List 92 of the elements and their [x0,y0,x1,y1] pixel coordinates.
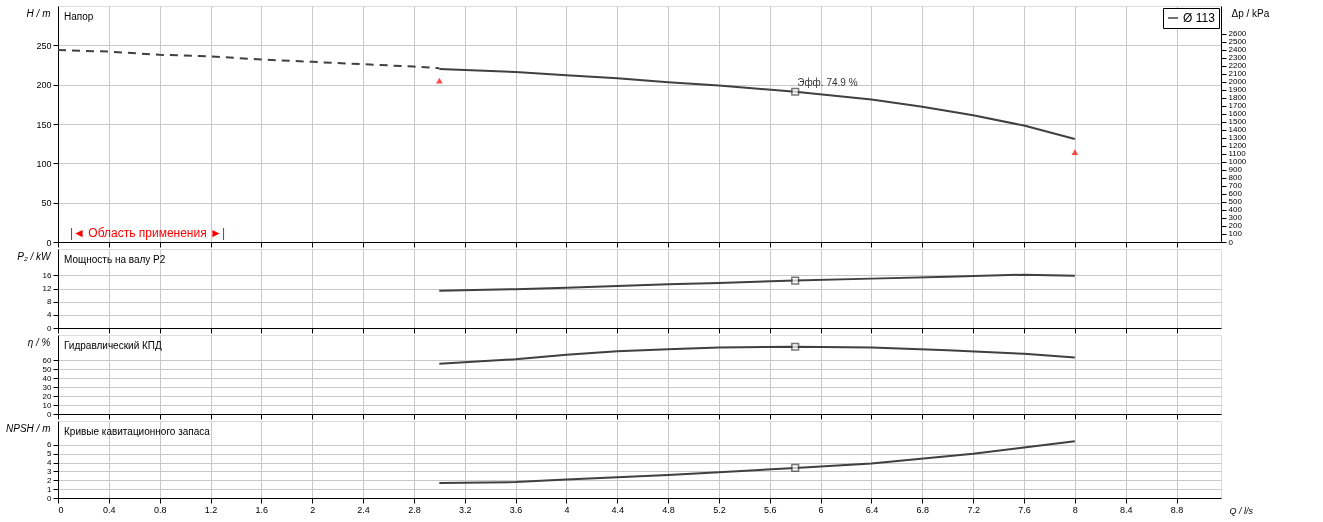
y2-tick-label: 2400 [1228,45,1247,55]
y-tick-label: 3 [47,466,53,476]
y2-tick-label: 2000 [1228,77,1247,87]
x-tick-label: 0 [58,504,64,515]
y2-tick-label: 600 [1228,189,1243,199]
y-tick-label: 30 [42,382,53,392]
y2-tick-label: 2500 [1228,37,1247,47]
y2-tick-label: 500 [1228,197,1243,207]
y-tick-label: 12 [42,284,53,293]
annotation: |◄ Область применения ►| [70,226,226,240]
y-tick-label: 0 [47,409,53,419]
y2-tick-label: 200 [1228,221,1243,231]
x-tick-label: 7.6 [1018,504,1031,515]
x-tick-label: 8.4 [1119,504,1133,515]
y2-tick-label: 1100 [1228,149,1247,159]
y2-tick-label: 900 [1228,165,1243,175]
x-tick-label: 5.6 [764,504,777,515]
y2-tick-label: 2100 [1228,69,1247,79]
x-tick-label: 0.8 [153,504,167,515]
x-tick-label: 1.6 [255,504,269,515]
y-tick-label: 60 [42,355,53,365]
y-tick-label: 250 [36,40,52,51]
line-series [438,273,1076,292]
y-tick-label: 10 [42,400,53,410]
y-tick-label: 40 [42,373,53,383]
x-tick-label: 7.2 [967,504,980,515]
x-tick-label: 6.8 [916,504,930,515]
y-tick-label: 8 [47,297,53,307]
point [791,87,800,96]
y2-tick-label: 1300 [1228,133,1247,143]
x-tick-label: 2 [310,504,316,515]
y2-tick-label: 400 [1228,205,1243,215]
y-tick-label: 4 [47,458,53,468]
y-tick-label: 200 [36,80,52,91]
y2-tick-label: 1400 [1228,125,1247,135]
y-tick-label: 5 [47,449,53,459]
x-tick-label: 6.4 [865,504,879,515]
x-tick-label: 8 [1072,504,1078,515]
x-axis-title: Q / l/s [1229,505,1254,516]
x-tick-label: 6 [818,504,824,515]
y2-tick-label: 1900 [1228,85,1247,95]
x-tick-label: 1.2 [204,504,218,515]
y-tick-label: 4 [47,310,53,320]
x-tick-label: 3.2 [458,504,472,515]
y2-tick-label: 700 [1228,181,1243,191]
x-tick-label: 4.4 [611,504,625,515]
y-tick-label: 100 [36,158,52,169]
y-tick-label: 16 [42,270,53,280]
y-tick-label: 50 [42,364,53,374]
y2-tick-label: 300 [1228,213,1243,223]
text: Напор [64,11,94,22]
legend-label: Ø 113 [1183,11,1216,25]
chart-title: Кривые кавитационного запаса [64,426,211,437]
y2-tick-label: 0 [1228,237,1234,247]
chart-title: Мощность на валу P2 [64,254,166,265]
y-tick-label: 0 [47,493,53,503]
y2-tick-label: 2600 [1228,29,1247,39]
y2-tick-label: 2300 [1228,53,1247,63]
x-tick-label: 4 [564,504,570,515]
point [1071,149,1079,156]
y-axis-title: H / m [26,7,51,19]
y-axis-title: NPSH / m [6,422,51,434]
y-tick-label: 0 [47,323,53,333]
y-tick-label: 20 [42,391,53,401]
y2-tick-label: 1800 [1228,93,1247,103]
y-tick-label: 2 [47,475,53,485]
y2-tick-label: 1600 [1228,109,1247,119]
y-tick-label: 50 [41,198,52,209]
y2-tick-label: 1200 [1228,141,1247,151]
y2-tick-label: 100 [1228,229,1243,239]
y-axis-title: P₂ / kW [17,250,53,262]
y-tick-label: 150 [36,119,52,130]
x-tick-label: 4.8 [662,504,675,515]
y2-tick-label: 800 [1228,173,1243,183]
y2-axis-title: Δp / kPa [1231,7,1270,19]
x-tick-label: 8.8 [1170,504,1184,515]
y2-tick-label: 1700 [1228,101,1247,111]
x-tick-label: 0.4 [103,504,116,515]
y2-tick-label: 2200 [1228,61,1247,71]
y2-tick-label: 1000 [1228,157,1247,167]
x-tick-label: 3.6 [509,504,523,515]
text: Гидравлический КПД [64,340,163,351]
y-axis-title: η / % [27,336,51,348]
x-tick-label: 5.2 [713,504,726,515]
annotation: Эфф. 74.9 % [797,76,858,88]
x-tick-label: 2.8 [408,504,421,515]
y-tick-label: 0 [46,237,52,248]
y2-tick-label: 1500 [1228,117,1247,127]
line-series [438,440,1076,484]
x-tick-label: 2.4 [357,504,370,515]
y-tick-label: 1 [47,484,53,494]
y-tick-label: 6 [47,440,53,450]
